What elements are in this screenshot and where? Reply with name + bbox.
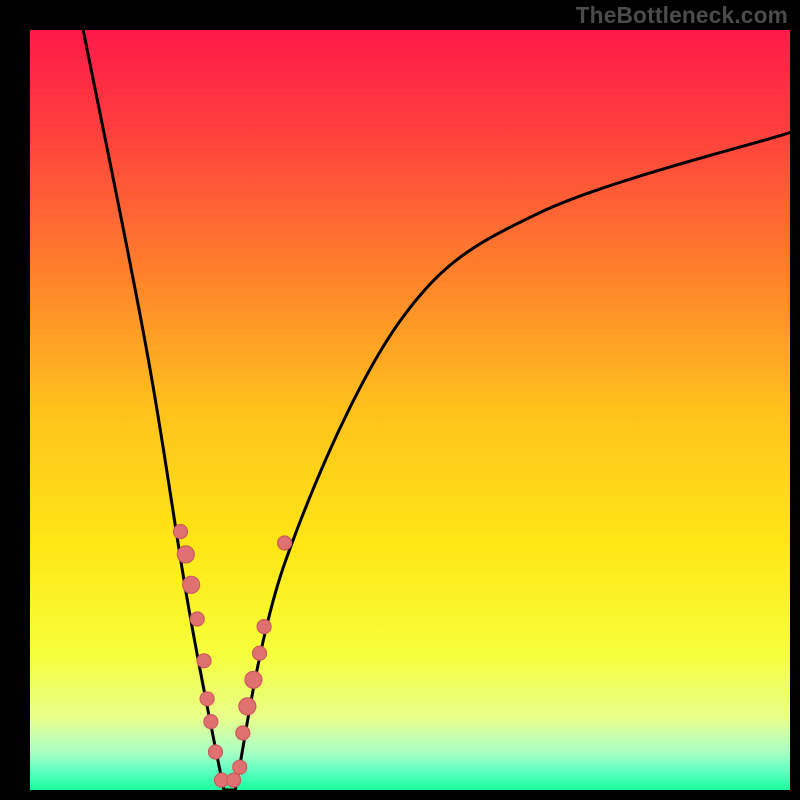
data-point bbox=[257, 620, 271, 634]
plot-area bbox=[30, 30, 790, 790]
data-point bbox=[239, 698, 256, 715]
data-point bbox=[278, 536, 292, 550]
data-point bbox=[200, 692, 214, 706]
data-point bbox=[197, 654, 211, 668]
data-point bbox=[190, 612, 204, 626]
data-point bbox=[183, 576, 200, 593]
data-point bbox=[208, 745, 222, 759]
curve-left bbox=[83, 30, 224, 790]
data-point bbox=[204, 715, 218, 729]
data-point bbox=[253, 646, 267, 660]
curve-right bbox=[235, 133, 790, 790]
data-point bbox=[173, 525, 187, 539]
data-point bbox=[236, 726, 250, 740]
data-point bbox=[233, 760, 247, 774]
watermark-text: TheBottleneck.com bbox=[576, 2, 788, 29]
bottleneck-chart-root: TheBottleneck.com bbox=[0, 0, 800, 800]
data-point bbox=[245, 671, 262, 688]
curve-layer bbox=[30, 30, 790, 790]
data-point bbox=[227, 773, 241, 787]
data-point bbox=[177, 546, 194, 563]
